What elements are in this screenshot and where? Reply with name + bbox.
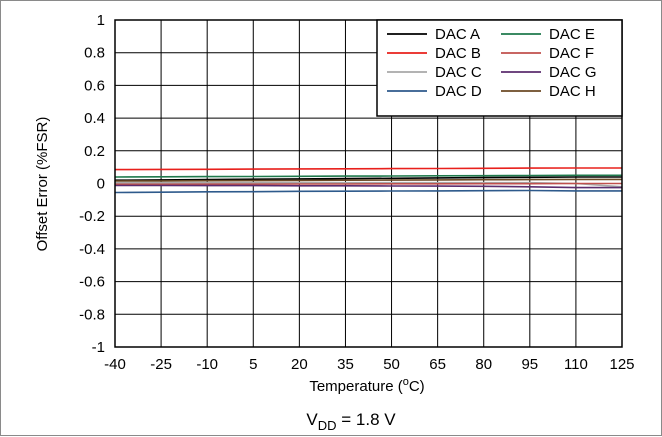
series-line-dac-h bbox=[114, 178, 622, 182]
y-tick-label: 0.4 bbox=[84, 110, 105, 127]
x-tick-label: 50 bbox=[383, 356, 400, 373]
x-tick-label: -25 bbox=[150, 356, 172, 373]
plot-border bbox=[114, 19, 623, 348]
series-line-dac-a bbox=[114, 176, 622, 181]
legend-label-dac-d: DAC D bbox=[435, 83, 482, 100]
legend-label-dac-g: DAC G bbox=[549, 64, 597, 81]
y-tick-label: -0.6 bbox=[79, 274, 105, 291]
y-tick-label: -0.4 bbox=[79, 241, 105, 258]
legend-label-dac-f: DAC F bbox=[549, 45, 594, 62]
x-tick-label: -10 bbox=[196, 356, 218, 373]
y-tick-label: 1 bbox=[97, 12, 105, 29]
x-tick-label: 125 bbox=[609, 356, 634, 373]
x-tick-label: 20 bbox=[291, 356, 308, 373]
series-line-dac-c bbox=[115, 181, 623, 188]
x-tick-label: 110 bbox=[564, 356, 588, 373]
y-tick-label: -1 bbox=[92, 339, 105, 356]
x-tick-label: 5 bbox=[249, 356, 257, 373]
caption-rest: = 1.8 V bbox=[337, 410, 397, 429]
x-tick-label: 80 bbox=[475, 356, 492, 373]
legend-box bbox=[376, 19, 623, 117]
legend-label-dac-b: DAC B bbox=[435, 45, 481, 62]
x-tick-label: 65 bbox=[429, 356, 446, 373]
x-tick-label: -40 bbox=[104, 356, 126, 373]
series-line-dac-f bbox=[115, 182, 622, 186]
x-axis-title: Temperature (oC) bbox=[309, 376, 424, 395]
y-tick-label: 0.2 bbox=[84, 143, 105, 160]
y-axis-title: Offset Error (%FSR) bbox=[34, 117, 51, 252]
legend-label-dac-h: DAC H bbox=[549, 83, 596, 100]
legend: DAC A DAC B DAC C DAC D DAC E DAC F DAC G DAC H bbox=[376, 19, 623, 117]
x-axis-title-degree: o bbox=[403, 376, 409, 388]
x-tick-label: 95 bbox=[521, 356, 538, 373]
y-tick-label: -0.8 bbox=[79, 306, 105, 323]
series-line-dac-g bbox=[115, 184, 622, 189]
caption-subscript: DD bbox=[318, 418, 337, 433]
legend-label-dac-a: DAC A bbox=[435, 26, 480, 43]
series-layer bbox=[114, 167, 623, 194]
y-tick-label: 0 bbox=[97, 176, 105, 193]
tick-label-layer: -40 -25 -10 5 20 35 50 65 80 95 110 125 -1 -0.8 -0.6 -0… bbox=[79, 12, 634, 373]
series-line-dac-b bbox=[114, 167, 622, 171]
series-line-dac-e bbox=[114, 174, 622, 178]
x-axis-title-unit: C) bbox=[409, 378, 425, 395]
x-tick-label: 35 bbox=[337, 356, 354, 373]
legend-label-dac-e: DAC E bbox=[549, 26, 595, 43]
y-tick-label: 0.8 bbox=[84, 45, 105, 62]
legend-label-dac-c: DAC C bbox=[435, 64, 482, 81]
series-line-dac-d bbox=[114, 189, 622, 194]
chart-caption: VDD = 1.8 V bbox=[306, 410, 396, 433]
caption-main: V bbox=[306, 410, 318, 429]
x-axis-title-text: Temperature ( bbox=[309, 378, 402, 395]
y-tick-label: -0.2 bbox=[79, 208, 105, 225]
y-tick-label: 0.6 bbox=[84, 77, 105, 94]
